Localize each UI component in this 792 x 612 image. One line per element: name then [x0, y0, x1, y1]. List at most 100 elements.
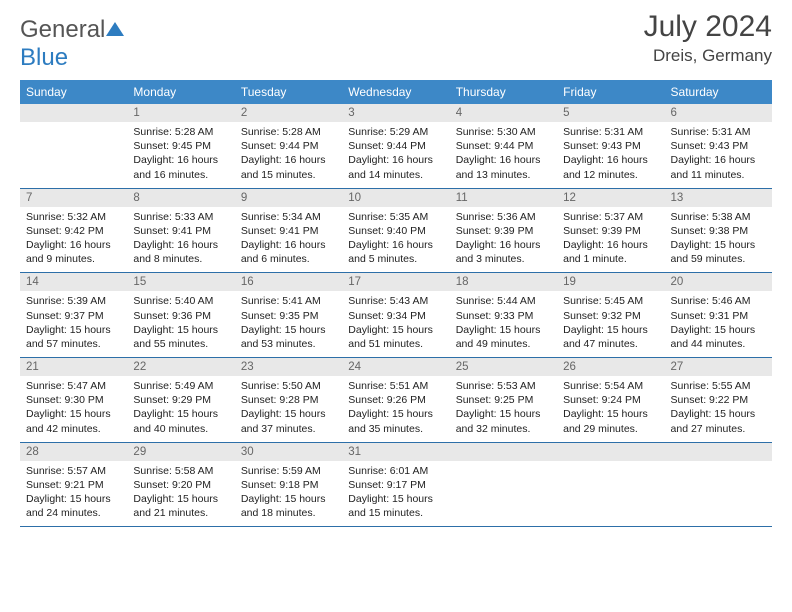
calendar-page: GeneralBlue July 2024 Dreis, Germany Sun…: [0, 0, 792, 527]
sunrise-line: Sunrise: 5:51 AM: [348, 379, 443, 393]
daylight-line: Daylight: 15 hours and 32 minutes.: [456, 407, 551, 435]
daylight-line: Daylight: 16 hours and 8 minutes.: [133, 238, 228, 266]
day-detail-row: Sunrise: 5:28 AMSunset: 9:45 PMDaylight:…: [20, 122, 772, 188]
daylight-line: Daylight: 15 hours and 27 minutes.: [671, 407, 766, 435]
sunrise-line: Sunrise: 5:47 AM: [26, 379, 121, 393]
title-block: July 2024 Dreis, Germany: [644, 10, 772, 66]
day-detail-cell: Sunrise: 5:34 AMSunset: 9:41 PMDaylight:…: [235, 207, 342, 273]
sunset-line: Sunset: 9:30 PM: [26, 393, 121, 407]
day-number-cell: 25: [450, 358, 557, 377]
weekday-header: Sunday: [20, 80, 127, 104]
day-number-cell: 15: [127, 273, 234, 292]
day-detail-cell: Sunrise: 5:59 AMSunset: 9:18 PMDaylight:…: [235, 461, 342, 527]
day-detail-cell: [557, 461, 664, 527]
day-number-cell: 10: [342, 188, 449, 207]
weekday-header: Tuesday: [235, 80, 342, 104]
day-detail-cell: Sunrise: 5:49 AMSunset: 9:29 PMDaylight:…: [127, 376, 234, 442]
day-detail-cell: Sunrise: 5:30 AMSunset: 9:44 PMDaylight:…: [450, 122, 557, 188]
day-detail-cell: [450, 461, 557, 527]
sunrise-line: Sunrise: 5:43 AM: [348, 294, 443, 308]
day-detail-cell: Sunrise: 5:45 AMSunset: 9:32 PMDaylight:…: [557, 291, 664, 357]
day-detail-cell: Sunrise: 5:57 AMSunset: 9:21 PMDaylight:…: [20, 461, 127, 527]
daylight-line: Daylight: 16 hours and 6 minutes.: [241, 238, 336, 266]
day-number-cell: 12: [557, 188, 664, 207]
sunrise-line: Sunrise: 5:30 AM: [456, 125, 551, 139]
sunrise-line: Sunrise: 5:45 AM: [563, 294, 658, 308]
sunset-line: Sunset: 9:25 PM: [456, 393, 551, 407]
sunset-line: Sunset: 9:17 PM: [348, 478, 443, 492]
sunrise-line: Sunrise: 5:38 AM: [671, 210, 766, 224]
day-detail-cell: Sunrise: 5:28 AMSunset: 9:45 PMDaylight:…: [127, 122, 234, 188]
day-detail-cell: Sunrise: 5:31 AMSunset: 9:43 PMDaylight:…: [557, 122, 664, 188]
day-number-cell: 22: [127, 358, 234, 377]
day-detail-cell: Sunrise: 5:41 AMSunset: 9:35 PMDaylight:…: [235, 291, 342, 357]
sunrise-line: Sunrise: 5:39 AM: [26, 294, 121, 308]
day-number-cell: 6: [665, 104, 772, 122]
daylight-line: Daylight: 15 hours and 49 minutes.: [456, 323, 551, 351]
day-detail-cell: Sunrise: 5:31 AMSunset: 9:43 PMDaylight:…: [665, 122, 772, 188]
sunset-line: Sunset: 9:33 PM: [456, 309, 551, 323]
day-number-cell: [665, 442, 772, 461]
day-number-cell: 4: [450, 104, 557, 122]
day-number-row: 78910111213: [20, 188, 772, 207]
day-detail-cell: Sunrise: 5:32 AMSunset: 9:42 PMDaylight:…: [20, 207, 127, 273]
sunrise-line: Sunrise: 5:46 AM: [671, 294, 766, 308]
day-number-cell: 16: [235, 273, 342, 292]
sunset-line: Sunset: 9:18 PM: [241, 478, 336, 492]
sunrise-line: Sunrise: 5:44 AM: [456, 294, 551, 308]
day-detail-cell: Sunrise: 5:38 AMSunset: 9:38 PMDaylight:…: [665, 207, 772, 273]
day-number-cell: 27: [665, 358, 772, 377]
brand-logo: GeneralBlue: [20, 10, 125, 72]
day-detail-row: Sunrise: 5:57 AMSunset: 9:21 PMDaylight:…: [20, 461, 772, 527]
sunrise-line: Sunrise: 5:36 AM: [456, 210, 551, 224]
day-detail-cell: Sunrise: 5:40 AMSunset: 9:36 PMDaylight:…: [127, 291, 234, 357]
day-number-cell: 28: [20, 442, 127, 461]
month-year: July 2024: [644, 10, 772, 44]
calendar-table: Sunday Monday Tuesday Wednesday Thursday…: [20, 80, 772, 527]
daylight-line: Daylight: 15 hours and 51 minutes.: [348, 323, 443, 351]
daylight-line: Daylight: 15 hours and 21 minutes.: [133, 492, 228, 520]
page-header: GeneralBlue July 2024 Dreis, Germany: [20, 10, 772, 72]
weekday-header: Thursday: [450, 80, 557, 104]
brand-name: GeneralBlue: [20, 16, 125, 72]
day-detail-cell: Sunrise: 5:44 AMSunset: 9:33 PMDaylight:…: [450, 291, 557, 357]
day-number-cell: 13: [665, 188, 772, 207]
day-detail-row: Sunrise: 5:47 AMSunset: 9:30 PM Daylight:…: [20, 376, 772, 442]
day-number-cell: 5: [557, 104, 664, 122]
brand-triangle-icon: [105, 19, 125, 37]
daylight-line: Daylight: 16 hours and 11 minutes.: [671, 153, 766, 181]
day-number-cell: 7: [20, 188, 127, 207]
sunset-line: Sunset: 9:38 PM: [671, 224, 766, 238]
sunrise-line: Sunrise: 5:37 AM: [563, 210, 658, 224]
daylight-line: Daylight: 16 hours and 15 minutes.: [241, 153, 336, 181]
sunset-line: Sunset: 9:43 PM: [671, 139, 766, 153]
day-detail-cell: Sunrise: 5:58 AMSunset: 9:20 PMDaylight:…: [127, 461, 234, 527]
sunset-line: Sunset: 9:44 PM: [456, 139, 551, 153]
sunrise-line: Sunrise: 5:28 AM: [241, 125, 336, 139]
daylight-line: Daylight: 15 hours and 15 minutes.: [348, 492, 443, 520]
sunrise-line: Sunrise: 5:40 AM: [133, 294, 228, 308]
day-number-cell: 14: [20, 273, 127, 292]
day-detail-cell: Sunrise: 5:53 AMSunset: 9:25 PMDaylight:…: [450, 376, 557, 442]
daylight-line: Daylight: 15 hours and 53 minutes.: [241, 323, 336, 351]
sunset-line: Sunset: 9:42 PM: [26, 224, 121, 238]
sunrise-line: Sunrise: 5:58 AM: [133, 464, 228, 478]
weekday-header: Friday: [557, 80, 664, 104]
day-number-cell: 2: [235, 104, 342, 122]
day-detail-cell: Sunrise: 6:01 AMSunset: 9:17 PMDaylight:…: [342, 461, 449, 527]
daylight-line: Daylight: 16 hours and 13 minutes.: [456, 153, 551, 181]
day-detail-cell: Sunrise: 5:37 AMSunset: 9:39 PMDaylight:…: [557, 207, 664, 273]
sunset-line: Sunset: 9:34 PM: [348, 309, 443, 323]
day-detail-cell: Sunrise: 5:51 AMSunset: 9:26 PMDaylight:…: [342, 376, 449, 442]
daylight-line: Daylight: 16 hours and 5 minutes.: [348, 238, 443, 266]
sunrise-line: Sunrise: 5:54 AM: [563, 379, 658, 393]
daylight-line: Daylight: 16 hours and 14 minutes.: [348, 153, 443, 181]
day-number-cell: 29: [127, 442, 234, 461]
sunrise-line: Sunrise: 5:59 AM: [241, 464, 336, 478]
day-number-row: 123456: [20, 104, 772, 122]
day-number-cell: 30: [235, 442, 342, 461]
day-detail-cell: Sunrise: 5:43 AMSunset: 9:34 PMDaylight:…: [342, 291, 449, 357]
daylight-line: Daylight: 16 hours and 1 minute.: [563, 238, 658, 266]
day-detail-cell: Sunrise: 5:28 AMSunset: 9:44 PMDaylight:…: [235, 122, 342, 188]
sunrise-line: Sunrise: 5:41 AM: [241, 294, 336, 308]
